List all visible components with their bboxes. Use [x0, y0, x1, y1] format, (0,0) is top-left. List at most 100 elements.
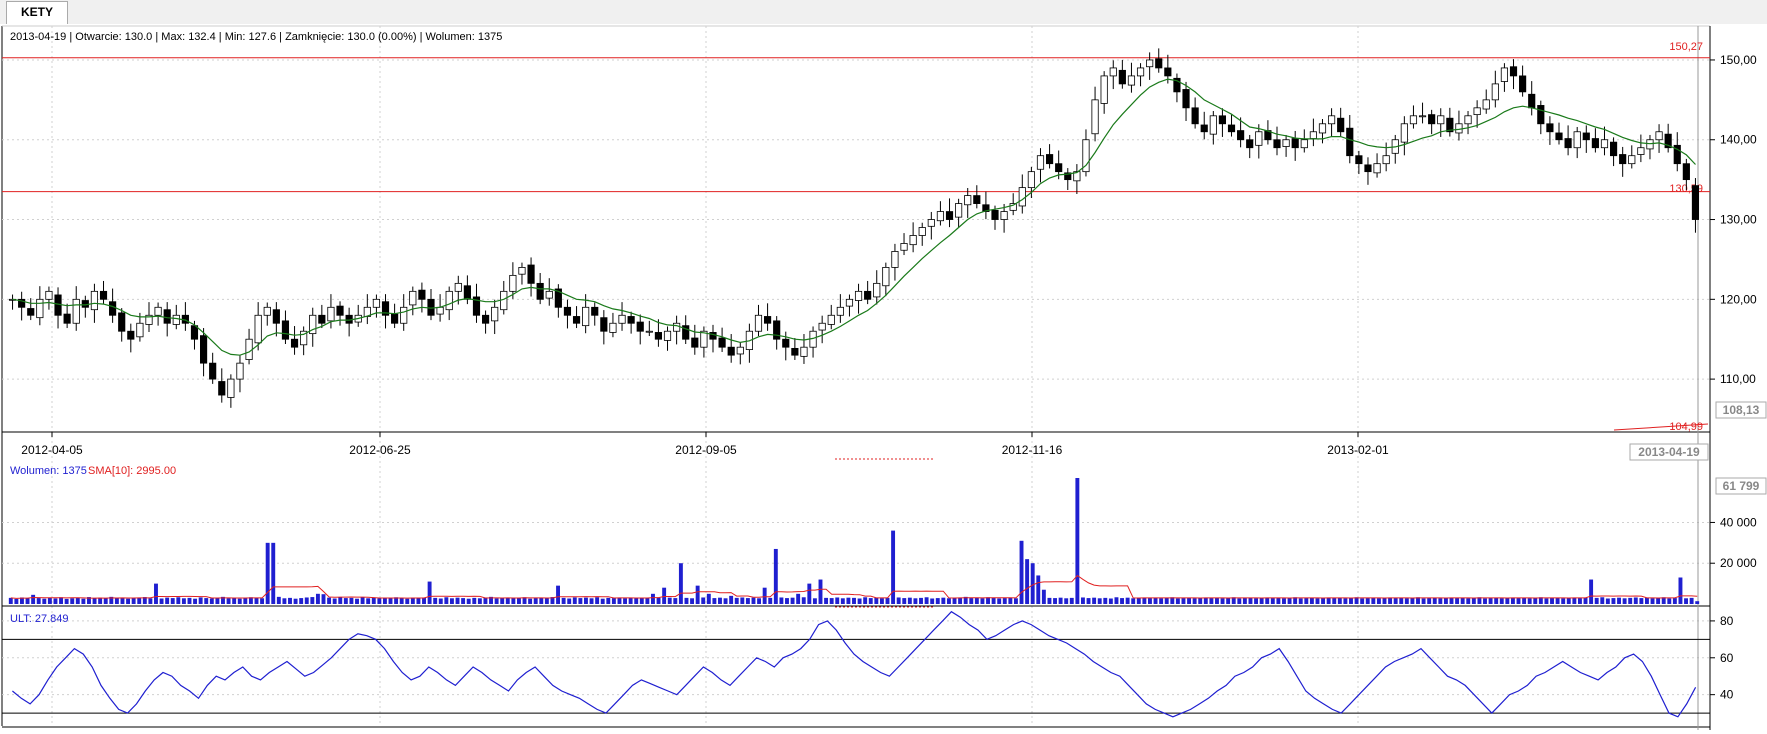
volume-bar: [193, 598, 198, 604]
candle-body: [1237, 130, 1245, 141]
candle-body: [1118, 69, 1126, 85]
volume-bar: [154, 583, 158, 604]
volume-bar: [1566, 597, 1571, 604]
volume-bar: [215, 597, 220, 604]
volume-bar: [126, 598, 131, 604]
candle-body: [645, 330, 653, 333]
candle-body: [536, 282, 544, 300]
candle-body: [545, 290, 553, 299]
volume-max-label: 61 799: [1723, 479, 1760, 493]
candle-body: [1491, 83, 1499, 101]
volume-bar: [1371, 597, 1376, 604]
volume-bar: [690, 598, 695, 604]
candle-body: [1500, 67, 1509, 82]
volume-bar: [991, 597, 996, 604]
candle-body: [327, 306, 335, 322]
candle-body: [973, 195, 981, 204]
volume-bar: [42, 598, 47, 604]
candle-body: [1418, 115, 1427, 118]
volume-bar: [1265, 597, 1270, 604]
ult-tick-label: 80: [1720, 614, 1734, 628]
candle-body: [1209, 115, 1217, 135]
volume-bar: [1159, 598, 1164, 604]
volume-bar: [584, 597, 588, 604]
candle-body: [236, 362, 244, 380]
info-open: Otwarcie: 130.0: [75, 31, 152, 43]
volume-bar: [1399, 597, 1404, 604]
volume-bar: [221, 596, 225, 604]
volume-bar: [1678, 577, 1683, 604]
volume-bar: [87, 597, 91, 604]
volume-bar: [896, 597, 901, 604]
volume-bar: [1030, 563, 1035, 604]
lower-trend-line[interactable]: [1613, 423, 1709, 431]
volume-bar: [824, 597, 829, 604]
candle-body: [500, 290, 508, 311]
candle-body: [263, 306, 271, 316]
volume-bar: [1114, 597, 1119, 604]
candle-body: [909, 235, 917, 246]
volume-bar: [1533, 597, 1538, 604]
volume-bar: [656, 597, 661, 604]
volume-bar: [807, 583, 812, 604]
volume-bar: [148, 598, 153, 604]
volume-bar: [935, 598, 940, 604]
volume-bar: [114, 598, 119, 604]
volume-bar: [595, 597, 600, 604]
volume-bar: [533, 598, 538, 604]
candle-body: [527, 264, 535, 284]
candle-body: [1136, 67, 1145, 77]
volume-bar: [1170, 597, 1175, 604]
volume-bar: [1092, 597, 1097, 604]
volume-bar: [1561, 598, 1566, 604]
grid-lines: [2, 26, 1710, 726]
volume-bar: [1617, 597, 1621, 604]
candle-body: [600, 317, 608, 332]
candle-body: [773, 320, 781, 340]
volume-bar: [25, 598, 30, 604]
volume-bar: [170, 598, 175, 604]
candle-body: [1027, 171, 1035, 189]
candle-body: [163, 309, 171, 324]
candle-body: [391, 313, 399, 324]
info-line: 2013-04-19 | Otwarcie: 130.0 | Max: 132.…: [10, 31, 502, 43]
candle-body: [800, 346, 808, 357]
volume-bar: [47, 597, 52, 604]
volume-bar: [980, 598, 985, 604]
volume-bar: [1075, 478, 1080, 604]
candle-body: [336, 305, 344, 316]
candle-body: [818, 322, 826, 331]
volume-bar: [768, 597, 773, 604]
volume-bar: [288, 597, 292, 604]
volume-bar: [1131, 598, 1136, 604]
candle-body: [381, 301, 390, 316]
volume-bar: [1477, 597, 1482, 604]
volume-bar: [829, 598, 834, 604]
volume-bar: [8, 597, 13, 604]
volume-bar: [1555, 597, 1560, 604]
candle-body: [1364, 164, 1372, 173]
volume-bar: [1103, 597, 1108, 604]
candle-body: [1045, 154, 1054, 165]
candle-body: [1555, 132, 1563, 141]
candle-body: [1428, 114, 1436, 125]
volume-bar: [539, 597, 544, 604]
candle-body: [1009, 203, 1017, 211]
candle-body: [1000, 211, 1008, 220]
volume-bar: [1298, 598, 1303, 604]
tab-kety[interactable]: KETY: [6, 1, 68, 24]
candle-body: [1655, 131, 1663, 141]
volume-bar: [461, 598, 466, 604]
volume-bar: [427, 581, 432, 604]
stock-chart[interactable]: 2013-04-19 | Otwarcie: 130.0 | Max: 132.…: [0, 24, 1767, 734]
volume-bar: [1231, 597, 1236, 604]
volume-bar: [1013, 598, 1018, 604]
candle-body: [1218, 115, 1227, 125]
price-tick-label: 130,00: [1720, 213, 1757, 227]
candle-body: [136, 322, 144, 338]
volume-tick-label: 20 000: [1720, 556, 1757, 570]
volume-bar: [645, 598, 650, 604]
volume-bar: [561, 597, 566, 604]
candle-body: [118, 312, 126, 332]
candle-body: [481, 314, 490, 324]
